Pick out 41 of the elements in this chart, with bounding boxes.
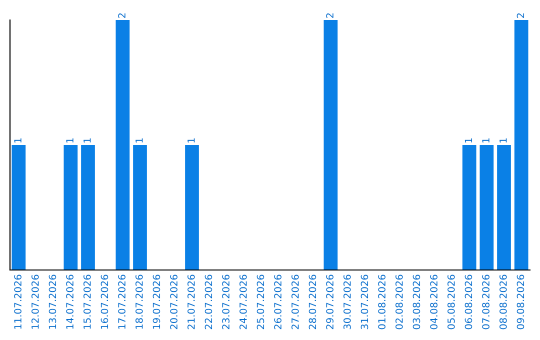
data-label: 2 <box>326 13 334 18</box>
data-label: 1 <box>136 138 143 143</box>
x-tick-label: 20.07.2026 <box>170 274 178 330</box>
x-tick-label: 30.07.2026 <box>343 274 351 330</box>
x-tick-label: 08.08.2026 <box>499 274 507 330</box>
data-label: 1 <box>464 138 472 143</box>
x-tick-label: 13.07.2026 <box>48 274 56 329</box>
x-tick-label: 22.07.2026 <box>204 274 212 330</box>
x-tick-label: 24.07.2026 <box>239 274 247 330</box>
data-label: 1 <box>188 138 195 143</box>
x-tick-label: 01.08.2026 <box>378 274 386 330</box>
x-tick-label: 04.08.2026 <box>430 274 438 330</box>
x-tick-label: 02.08.2026 <box>395 274 403 330</box>
x-tick-label: 09.08.2026 <box>516 274 524 330</box>
x-tick-label: 15.07.2026 <box>83 274 91 329</box>
data-label: 1 <box>500 138 507 143</box>
x-tick-label: 19.07.2026 <box>152 274 160 329</box>
x-tick-label: 31.07.2026 <box>360 274 368 330</box>
x-tick-label: 16.07.2026 <box>100 274 108 329</box>
x-tick-label: 11.07.2026 <box>14 274 22 329</box>
data-label: 2 <box>118 13 126 18</box>
x-tick-label: 07.08.2026 <box>482 274 490 330</box>
x-tick-label: 26.07.2026 <box>274 274 282 330</box>
data-label: 1 <box>482 138 490 143</box>
x-tick-label: 25.07.2026 <box>256 274 264 330</box>
x-tick-label: 18.07.2026 <box>135 274 143 329</box>
x-tick-label: 23.07.2026 <box>222 274 230 330</box>
data-label: 1 <box>84 138 91 143</box>
x-tick-label: 12.07.2026 <box>31 274 39 329</box>
x-tick-label: 28.07.2026 <box>308 274 316 330</box>
x-tick-label: 05.08.2026 <box>447 274 455 330</box>
x-tick-label: 21.07.2026 <box>187 274 195 330</box>
x-tick-label: 14.07.2026 <box>66 274 74 329</box>
x-tick-label: 27.07.2026 <box>291 274 299 330</box>
x-tick-label: 03.08.2026 <box>412 274 420 330</box>
x-tick-label: 06.08.2026 <box>464 274 472 330</box>
data-label: 1 <box>66 138 74 143</box>
data-label: 2 <box>516 13 524 18</box>
x-tick-label: 29.07.2026 <box>326 274 334 330</box>
x-tick-label: 17.07.2026 <box>118 274 126 329</box>
data-label: 1 <box>14 138 22 143</box>
